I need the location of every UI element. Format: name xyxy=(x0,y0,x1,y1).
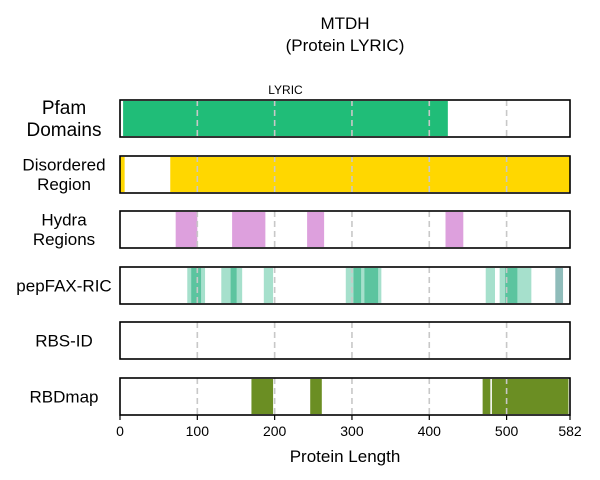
track-frame xyxy=(119,210,571,249)
region-bar xyxy=(221,268,231,303)
region-bar xyxy=(175,212,198,247)
track-label: pepFAX-RIC xyxy=(16,276,111,295)
region-bar xyxy=(187,268,192,303)
tracks-group: LYRIC Pfam Domains Disordered Region Hydra Reg… xyxy=(16,83,571,416)
chart-title: MTDH xyxy=(320,14,369,33)
track-frame xyxy=(119,155,571,194)
x-axis: 0 100 200 300 400 500 582 xyxy=(116,415,582,439)
region-bar xyxy=(482,379,491,414)
track-label: Pfam Domains xyxy=(27,98,102,141)
region-bar xyxy=(353,268,362,303)
track-frame xyxy=(119,377,571,416)
x-axis-label: Protein Length xyxy=(290,447,401,466)
region-bar xyxy=(485,268,495,303)
x-tick-label: 500 xyxy=(495,423,519,439)
track-label: RBDmap xyxy=(30,387,99,406)
track-0: LYRIC Pfam Domains xyxy=(27,83,571,141)
region-bar xyxy=(170,157,570,192)
region-bar xyxy=(123,101,448,136)
region-bar xyxy=(491,379,569,414)
track-2: Hydra Regions xyxy=(33,210,571,250)
region-label: LYRIC xyxy=(268,83,303,97)
region-bar xyxy=(345,268,354,303)
region-bar xyxy=(505,268,518,303)
track-3: pepFAX-RIC xyxy=(16,266,571,305)
x-tick-label: 0 xyxy=(116,423,124,439)
region-bar xyxy=(120,157,125,192)
region-bar xyxy=(191,268,202,303)
x-tick-label: 400 xyxy=(418,423,442,439)
region-bar xyxy=(201,268,206,303)
x-tick-label: 300 xyxy=(340,423,364,439)
chart-subtitle: (Protein LYRIC) xyxy=(286,36,405,55)
track-5: RBDmap xyxy=(30,377,571,416)
region-bar xyxy=(263,268,274,303)
track-frame xyxy=(119,99,571,138)
track-label: Hydra Regions xyxy=(33,211,95,250)
region-bar xyxy=(445,212,464,247)
region-bar xyxy=(236,268,243,303)
region-bar xyxy=(251,379,274,414)
track-4: RBS-ID xyxy=(35,321,571,360)
track-frame xyxy=(119,266,571,305)
region-bar xyxy=(555,268,564,303)
track-label: Disordered Region xyxy=(22,156,105,195)
region-bar xyxy=(361,268,365,303)
region-bar xyxy=(517,268,532,303)
region-bar xyxy=(499,268,506,303)
track-1: Disordered Region xyxy=(22,155,571,195)
track-label: RBS-ID xyxy=(35,331,93,350)
region-bar xyxy=(232,212,266,247)
track-frame xyxy=(119,321,571,360)
x-tick-label: 100 xyxy=(186,423,210,439)
region-bar xyxy=(364,268,379,303)
region-bar xyxy=(230,268,237,303)
region-bar xyxy=(310,379,322,414)
region-bar xyxy=(378,268,382,303)
region-bar xyxy=(307,212,325,247)
x-tick-label: 200 xyxy=(263,423,287,439)
x-tick-label: 582 xyxy=(558,423,582,439)
